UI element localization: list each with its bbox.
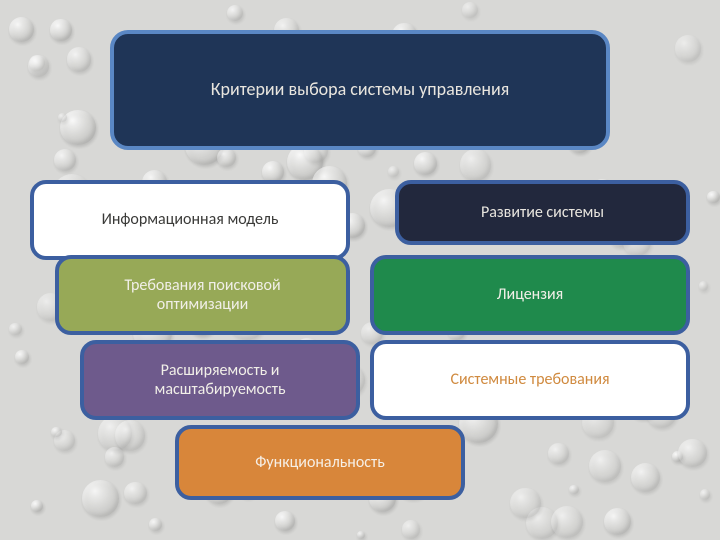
node-seo: Требования поисковойоптимизации <box>55 255 350 335</box>
node-functionality: Функциональность <box>175 425 465 500</box>
node-title: Критерии выбора системы управления <box>110 30 610 150</box>
node-scalability: Расширяемость имасштабируемость <box>80 340 360 420</box>
node-label-system_dev: Развитие системы <box>481 203 604 222</box>
node-label-seo: Требования поисковойоптимизации <box>124 276 280 314</box>
node-system_dev: Развитие системы <box>395 180 690 245</box>
node-label-functionality: Функциональность <box>255 453 385 472</box>
diagram-stage: Критерии выбора системы управления Информ… <box>0 0 720 540</box>
node-info_model: Информационная модель <box>30 180 350 260</box>
node-license: Лицензия <box>370 255 690 335</box>
node-sysreq: Системные требования <box>370 340 690 420</box>
node-label-scalability: Расширяемость имасштабируемость <box>155 361 286 399</box>
node-label-title: Критерии выбора системы управления <box>211 79 510 101</box>
node-label-sysreq: Системные требования <box>450 370 609 389</box>
node-label-license: Лицензия <box>497 285 563 304</box>
node-label-info_model: Информационная модель <box>102 210 279 229</box>
